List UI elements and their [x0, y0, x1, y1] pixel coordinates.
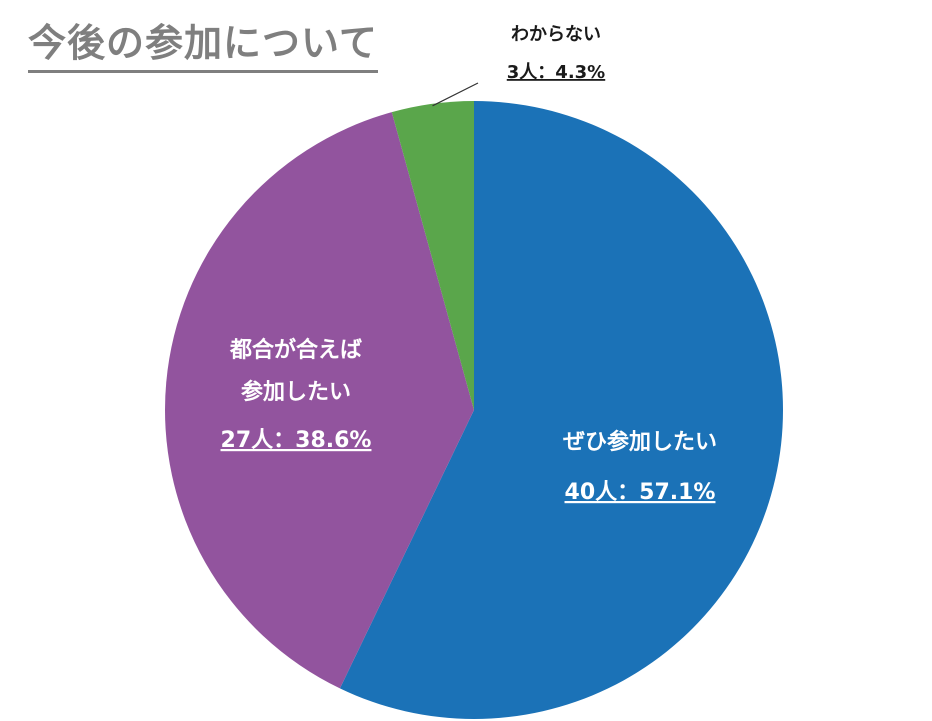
slice-tsugou-ga-aeba	[164, 112, 474, 689]
chart-title: 今後の参加について	[28, 18, 378, 73]
label-tsugou-name-line1: 都合が合えば	[229, 337, 362, 363]
label-wakaranai-count: 3人：4.3%	[507, 62, 605, 83]
slice-wakaranai	[391, 101, 474, 410]
leader-line-wakaranai	[432, 82, 479, 107]
label-tsugou-count: 27人：38.6%	[221, 428, 372, 453]
label-tsugou-name-line2: 参加したい	[241, 379, 351, 405]
slice-zehi-sanka	[339, 101, 784, 719]
label-zehi-sanka-count: 40人：57.1%	[565, 480, 716, 505]
label-zehi-sanka-name: ぜひ参加したい	[563, 429, 717, 455]
label-wakaranai-name: わからない	[511, 24, 601, 45]
